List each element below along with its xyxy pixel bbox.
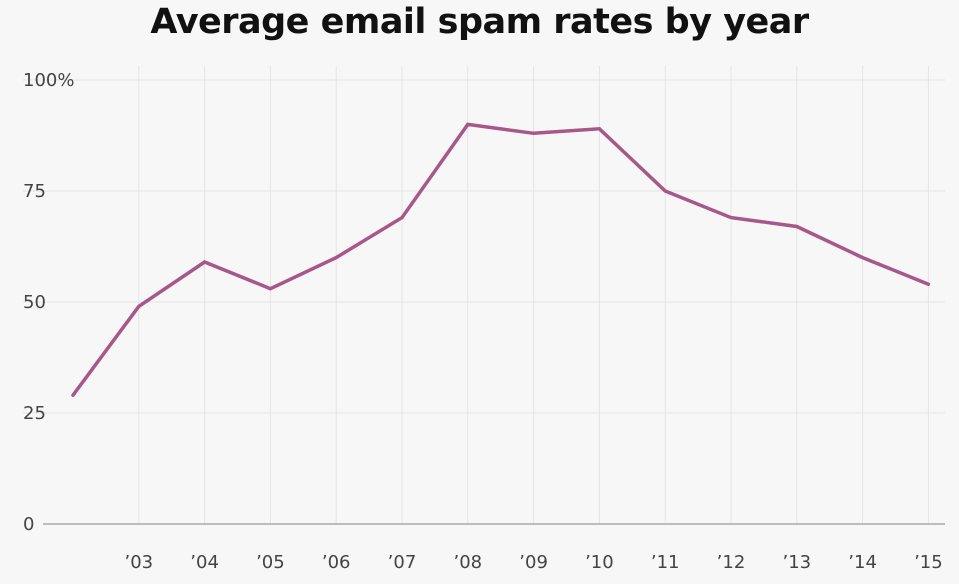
series-line [71,122,931,397]
data-point [466,122,470,126]
chart-title: Average email spam rates by year [150,2,809,42]
data-point [795,225,799,229]
data-point [532,131,536,135]
y-tick-label: 0 [23,514,34,535]
data-point [729,216,733,220]
x-tick-label: ’03 [124,552,153,573]
y-tick-label: 100% [23,70,74,91]
x-tick-label: ’10 [585,552,614,573]
x-tick-label: ’09 [519,552,548,573]
x-tick-label: ’04 [190,552,219,573]
x-tick-label: ’07 [388,552,417,573]
data-point [137,304,141,308]
x-tick-label: ’13 [782,552,811,573]
x-tick-label: ’06 [322,552,351,573]
x-tick-label: ’11 [651,552,680,573]
x-tick-label: ’14 [848,552,877,573]
data-point [400,216,404,220]
y-tick-label: 25 [23,403,46,424]
data-point [71,393,75,397]
x-tick-label: ’08 [453,552,482,573]
x-tick-label: ’12 [717,552,746,573]
data-point [334,256,338,260]
data-point [203,260,207,264]
y-tick-label: 75 [23,181,46,202]
data-point [268,287,272,291]
data-point [861,256,865,260]
x-tick-label: ’15 [914,552,943,573]
x-tick-label: ’05 [256,552,285,573]
data-point [597,127,601,131]
data-point [663,189,667,193]
y-tick-label: 50 [23,292,46,313]
data-point [926,282,930,286]
